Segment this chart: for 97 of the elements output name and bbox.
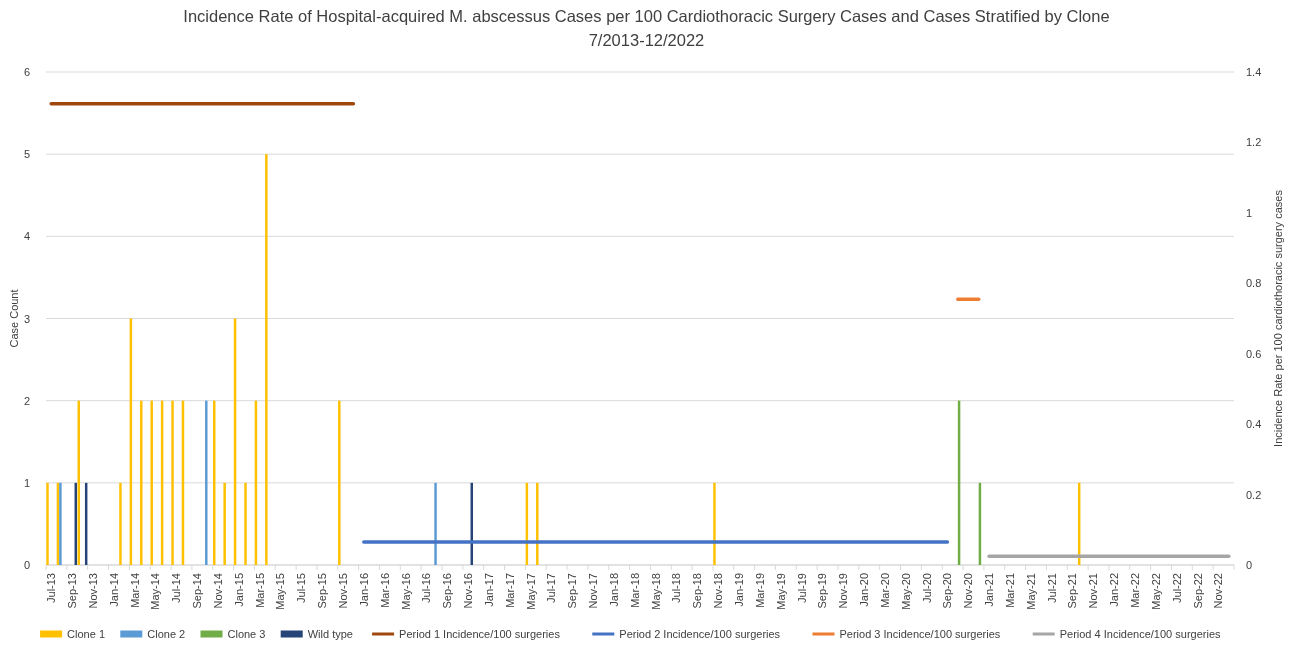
legend-label: Wild type — [307, 628, 353, 640]
x-tick-label: Sep-15 — [316, 573, 329, 609]
legend-label: Period 3 Incidence/100 surgeries — [839, 628, 1001, 640]
y-tick-label: 0 — [23, 559, 30, 571]
y-tick-label: 2 — [23, 394, 30, 407]
chart-subtitle: 7/2013-12/2022 — [588, 31, 705, 49]
x-tick-label: Mar-17 — [503, 573, 516, 608]
x-tick-label: Mar-18 — [628, 573, 641, 608]
x-tick-label: Jul-18 — [670, 573, 683, 603]
x-tick-label: May-22 — [1149, 573, 1162, 610]
x-tick-label: Sep-20 — [941, 573, 954, 609]
y2-tick-label: 0.8 — [1246, 277, 1262, 290]
bar — [171, 400, 174, 565]
x-tick-label: Jul-13 — [45, 573, 58, 603]
y-tick-label: 6 — [23, 66, 30, 78]
x-tick-label: Jul-16 — [420, 573, 433, 603]
x-tick-label: Nov-22 — [1212, 573, 1225, 609]
bar — [713, 482, 716, 565]
x-tick-label: Sep-19 — [816, 573, 829, 609]
x-tick-label: Jan-18 — [607, 573, 620, 607]
y2-tick-label: 1 — [1246, 206, 1253, 219]
x-tick-label: Jul-15 — [295, 573, 308, 603]
y-tick-label: 1 — [23, 476, 30, 489]
x-tick-label: May-17 — [524, 573, 537, 610]
bar — [150, 400, 153, 565]
x-tick-label: Jan-22 — [1108, 573, 1121, 607]
legend-label: Period 4 Incidence/100 surgeries — [1059, 628, 1222, 640]
x-tick-label: Jan-16 — [357, 573, 370, 607]
x-tick-label: Sep-17 — [566, 573, 579, 609]
legend-label: Clone 2 — [147, 628, 186, 640]
x-tick-label: May-20 — [899, 573, 912, 610]
x-tick-label: Jul-14 — [170, 573, 183, 603]
x-tick-label: Mar-20 — [878, 573, 891, 608]
x-tick-label: Nov-14 — [211, 573, 224, 609]
bar — [119, 482, 122, 565]
y-tick-label: 3 — [23, 312, 30, 325]
legend-label: Clone 1 — [67, 628, 106, 640]
x-tick-label: Nov-18 — [712, 573, 725, 609]
chart-title: Incidence Rate of Hospital-acquired M. abscessus Cases per 100 Cardiothoracic Surgery Cases and Cases Stratified by Clone — [183, 7, 1110, 25]
x-tick-label: Jan-14 — [107, 573, 120, 607]
y2-axis-title: Incidence Rate per 100 cardiothoracic surgery cases — [1272, 189, 1284, 447]
x-tick-label: Jul-17 — [545, 573, 558, 603]
bar — [205, 400, 208, 565]
x-tick-label: Sep-16 — [441, 573, 454, 609]
x-tick-label: Sep-22 — [1191, 573, 1204, 609]
y2-tick-label: 0.4 — [1246, 418, 1262, 431]
x-tick-label: Nov-20 — [962, 573, 975, 609]
legend-label: Period 1 Incidence/100 surgeries — [399, 628, 561, 640]
x-tick-label: May-18 — [649, 573, 662, 610]
x-tick-label: Jan-20 — [858, 573, 871, 607]
y2-tick-label: 1.4 — [1246, 66, 1262, 78]
x-tick-label: Mar-22 — [1129, 573, 1141, 608]
bar — [338, 400, 341, 565]
x-tick-label: May-19 — [774, 573, 787, 610]
bar — [265, 154, 268, 565]
x-tick-label: Nov-16 — [462, 573, 475, 609]
x-tick-label: Sep-14 — [191, 573, 204, 609]
y2-tick-label: 0.2 — [1246, 488, 1262, 501]
x-tick-label: May-14 — [149, 573, 162, 610]
x-tick-label: Nov-15 — [337, 573, 349, 609]
x-tick-label: Mar-16 — [378, 573, 391, 608]
bar — [434, 482, 437, 565]
y2-tick-label: 0.6 — [1246, 347, 1262, 360]
x-tick-label: Jan-17 — [482, 573, 495, 607]
x-tick-label: Mar-21 — [1003, 573, 1016, 608]
x-tick-label: Jul-22 — [1170, 573, 1183, 603]
x-tick-label: Jul-19 — [795, 573, 808, 603]
bar — [46, 482, 49, 565]
x-tick-label: Jan-19 — [733, 573, 745, 607]
y-axis-title: Case Count — [8, 289, 20, 348]
x-tick-label: May-15 — [274, 573, 287, 610]
x-tick-label: Nov-21 — [1087, 573, 1100, 609]
x-tick-label: May-21 — [1024, 573, 1037, 610]
x-tick-label: Sep-13 — [66, 573, 79, 609]
x-tick-label: May-16 — [399, 573, 412, 610]
legend-label: Clone 3 — [227, 628, 266, 640]
x-tick-label: Jul-21 — [1045, 573, 1058, 603]
bar — [223, 482, 226, 565]
x-tick-label: Nov-13 — [86, 573, 99, 609]
x-tick-label: Sep-21 — [1066, 573, 1079, 609]
x-tick-label: Nov-19 — [837, 573, 850, 609]
y2-tick-label: 1.2 — [1246, 136, 1262, 149]
x-tick-label: Mar-19 — [753, 573, 766, 608]
x-tick-label: Jan-15 — [232, 573, 245, 607]
x-tick-label: Jul-20 — [920, 573, 933, 603]
x-tick-label: Jan-21 — [983, 573, 996, 607]
x-tick-label: Mar-15 — [253, 573, 266, 608]
x-tick-label: Nov-17 — [587, 573, 600, 609]
bar — [536, 482, 539, 565]
y2-tick-label: 0 — [1246, 559, 1253, 571]
legend-label: Period 2 Incidence/100 surgeries — [619, 628, 781, 640]
y-tick-label: 4 — [23, 230, 30, 243]
x-tick-label: Mar-14 — [128, 573, 141, 608]
bar — [244, 482, 247, 565]
bar — [140, 400, 143, 565]
y-tick-label: 5 — [23, 148, 30, 161]
x-tick-label: Sep-18 — [691, 573, 704, 609]
